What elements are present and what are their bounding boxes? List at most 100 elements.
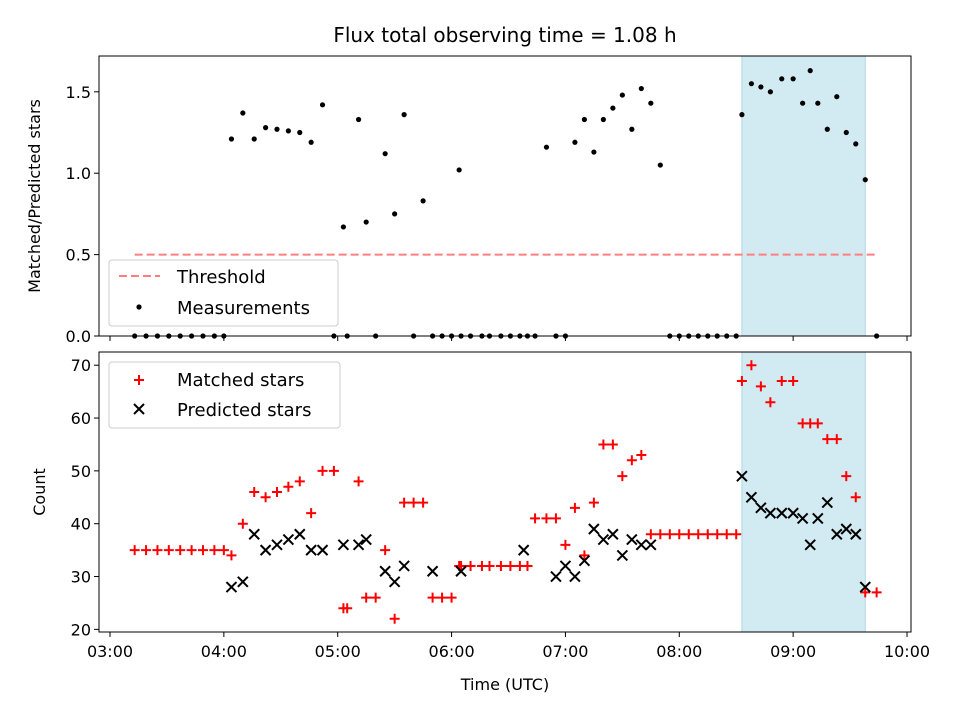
predicted-marker [850, 528, 862, 540]
predicted-marker [804, 539, 816, 551]
matched-marker [721, 529, 732, 540]
matched-marker [776, 376, 787, 387]
matched-marker [218, 545, 229, 556]
measurement-point [790, 76, 796, 82]
top-y-tick-label: 1.0 [66, 164, 91, 183]
top-legend: Threshold Measurements [108, 259, 339, 327]
matched-marker [353, 476, 364, 487]
matched-marker [812, 418, 823, 429]
measurement-point [600, 116, 606, 123]
bottom-y-tick-label: 60 [71, 409, 91, 428]
matched-marker [294, 476, 305, 487]
measurement-point [638, 85, 644, 92]
matched-marker [645, 529, 656, 540]
bottom-y-tick-label: 20 [71, 620, 91, 639]
matched-marker [579, 550, 590, 561]
matched-marker [197, 545, 208, 556]
x-tick-label: 03:00 [87, 642, 133, 661]
x-tick-label: 05:00 [315, 642, 361, 661]
x-axis-label: Time (UTC) [460, 675, 549, 694]
measurement-point [340, 224, 347, 230]
predicted-marker [812, 512, 824, 525]
measurement-point [274, 126, 280, 132]
matched-marker [495, 560, 506, 571]
top-y-axis-label: Matched/Predicted stars [25, 99, 44, 293]
measurement-point [591, 149, 597, 155]
matched-marker [693, 529, 704, 540]
matched-marker [328, 465, 339, 476]
predicted-marker [840, 523, 852, 535]
predicted-marker [337, 539, 350, 551]
matched-marker [636, 450, 647, 461]
matched-marker [389, 613, 400, 624]
matched-marker [456, 560, 467, 571]
matched-marker [607, 439, 618, 450]
measurement-point [629, 126, 635, 132]
matched-marker [626, 455, 637, 466]
matched-marker [702, 529, 713, 540]
measurement-point [581, 116, 588, 123]
legend-box [108, 259, 339, 327]
matched-marker [712, 529, 723, 540]
measurement-point [807, 68, 813, 74]
matched-marker [260, 492, 271, 503]
legend-box [108, 361, 341, 429]
matched-marker [306, 508, 317, 519]
predicted-marker [859, 581, 871, 593]
measurement-point [824, 126, 830, 132]
matched-marker [731, 529, 742, 540]
predicted-marker [398, 560, 410, 572]
predicted-marker [796, 512, 809, 525]
measurement-point [862, 177, 868, 183]
predicted-marker [831, 528, 843, 540]
x-tick-label: 08:00 [656, 642, 702, 661]
matched-marker [788, 376, 799, 387]
matched-marker [271, 487, 282, 497]
matched-marker [550, 513, 561, 524]
matched-marker [361, 592, 372, 603]
bottom-axes-frame [98, 351, 912, 633]
top-shaded-span [741, 55, 866, 337]
predicted-marker [787, 507, 799, 519]
measurement-point [767, 89, 773, 95]
measurement-point [619, 92, 625, 98]
matched-marker [505, 560, 516, 571]
predicted-marker [776, 507, 788, 519]
series-predicted-stars [225, 470, 871, 593]
predicted-marker [736, 470, 748, 482]
legend-label: Predicted stars [177, 400, 311, 421]
matched-marker [380, 545, 391, 556]
x-tick-label: 04:00 [201, 642, 247, 661]
matched-marker [186, 545, 197, 556]
predicted-marker [517, 544, 530, 556]
predicted-marker [616, 549, 629, 562]
matched-marker [541, 513, 552, 524]
matched-marker [860, 587, 871, 598]
predicted-marker [248, 528, 260, 540]
measurement-point [240, 110, 246, 116]
predicted-marker [225, 581, 238, 593]
predicted-marker [426, 565, 439, 577]
matched-marker [152, 545, 163, 556]
measurement-point [657, 162, 663, 168]
predicted-marker [755, 502, 767, 514]
bottom-shaded-span [741, 351, 866, 633]
top-y-tick-label: 1.5 [66, 83, 91, 102]
measurement-point [748, 81, 754, 87]
x-tick-label: 09:00 [770, 642, 816, 661]
measurement-point [543, 144, 550, 150]
predicted-marker [455, 565, 467, 577]
predicted-marker [379, 565, 391, 577]
matched-marker [129, 545, 140, 556]
matched-marker [342, 603, 353, 614]
bottom-y-tick-label: 40 [71, 515, 91, 534]
bottom-legend: Matched stars Predicted stars [108, 361, 341, 429]
measurement-point [308, 139, 314, 145]
matched-marker [617, 471, 628, 482]
top-y-tick-label: 0.5 [66, 246, 91, 265]
x-tick-label: 06:00 [429, 642, 475, 661]
measurement-point [363, 219, 369, 225]
measurement-point [800, 100, 806, 106]
matched-marker [664, 529, 675, 540]
measurement-point [853, 141, 859, 147]
